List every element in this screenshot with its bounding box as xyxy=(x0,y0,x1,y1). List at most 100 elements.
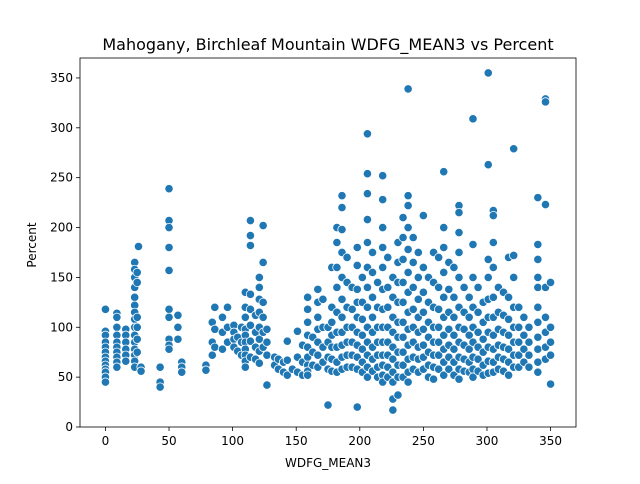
data-point xyxy=(245,320,256,330)
data-point xyxy=(488,262,498,273)
data-point xyxy=(327,317,337,327)
data-point xyxy=(357,330,367,340)
data-point xyxy=(449,292,459,302)
data-point xyxy=(514,337,524,347)
data-point xyxy=(418,324,428,334)
data-point xyxy=(362,302,373,312)
data-point xyxy=(245,336,256,346)
data-point xyxy=(337,191,347,201)
data-point xyxy=(473,354,483,364)
data-point xyxy=(403,244,413,255)
data-point xyxy=(464,344,474,354)
data-point xyxy=(519,330,529,340)
data-point xyxy=(434,304,444,314)
data-point xyxy=(173,322,183,332)
data-point xyxy=(533,254,543,265)
data-point xyxy=(468,272,478,283)
data-point xyxy=(524,337,534,347)
data-point xyxy=(342,252,352,263)
data-point xyxy=(303,317,313,327)
data-point xyxy=(112,322,122,332)
data-point xyxy=(418,210,428,221)
data-point xyxy=(418,340,428,350)
data-point xyxy=(483,68,493,78)
data-point xyxy=(210,342,220,352)
data-point xyxy=(459,282,469,292)
data-point xyxy=(454,227,464,238)
data-point xyxy=(533,367,543,377)
data-point xyxy=(133,241,144,252)
data-point xyxy=(473,327,483,337)
data-point xyxy=(533,344,543,354)
data-point xyxy=(533,282,543,292)
data-point xyxy=(362,282,373,292)
y-tick-label: 100 xyxy=(50,320,73,334)
data-point xyxy=(439,370,449,380)
data-point xyxy=(439,167,449,177)
data-point xyxy=(177,367,187,377)
data-point xyxy=(540,97,551,107)
data-point xyxy=(245,215,256,226)
data-point xyxy=(418,287,428,297)
data-point xyxy=(352,260,362,271)
data-point xyxy=(444,364,454,374)
axes-layer: 0 50 100 150 200 250 300 350 0 50 100 150 200 250 300 3… xyxy=(50,57,577,448)
data-point xyxy=(164,344,174,354)
data-point xyxy=(388,354,398,364)
data-point xyxy=(540,312,551,322)
points-layer xyxy=(100,68,556,415)
data-point xyxy=(262,380,272,390)
data-point xyxy=(468,372,478,382)
data-point xyxy=(337,202,347,213)
data-point xyxy=(488,210,498,221)
data-point xyxy=(545,350,556,360)
data-point xyxy=(282,370,292,380)
data-point xyxy=(100,377,111,387)
data-point xyxy=(524,362,534,372)
data-point xyxy=(112,362,122,372)
data-point xyxy=(449,344,459,354)
data-point xyxy=(132,312,142,322)
data-point xyxy=(545,277,556,287)
data-point xyxy=(332,237,342,248)
data-point xyxy=(303,292,313,302)
data-point xyxy=(258,257,268,268)
data-point xyxy=(254,272,264,283)
data-point xyxy=(449,312,459,322)
data-point xyxy=(357,344,367,354)
data-point xyxy=(130,292,140,302)
data-point xyxy=(121,356,131,366)
data-point xyxy=(483,160,493,170)
data-point xyxy=(383,302,393,312)
data-point xyxy=(403,222,413,233)
data-point xyxy=(245,289,256,299)
data-point xyxy=(282,355,292,365)
data-point xyxy=(434,252,444,263)
data-point xyxy=(367,312,378,322)
data-point xyxy=(136,366,146,376)
x-tick-label: 100 xyxy=(221,434,244,448)
data-point xyxy=(245,230,256,241)
data-point xyxy=(503,314,514,324)
data-point xyxy=(352,284,362,294)
y-tick-label: 250 xyxy=(50,171,73,185)
data-point xyxy=(352,242,362,253)
data-point xyxy=(439,330,449,340)
data-point xyxy=(132,334,142,344)
data-point xyxy=(408,304,418,314)
data-point xyxy=(254,358,264,368)
data-point xyxy=(367,292,378,302)
data-point xyxy=(362,129,373,139)
data-point xyxy=(388,405,398,415)
data-point xyxy=(367,267,378,278)
x-tick-label: 0 xyxy=(102,434,110,448)
data-point xyxy=(258,220,268,231)
x-axis-label: WDFG_MEAN3 xyxy=(285,456,371,470)
data-point xyxy=(207,350,217,360)
data-point xyxy=(313,284,323,294)
data-point xyxy=(514,350,524,360)
data-point xyxy=(403,201,413,211)
data-point xyxy=(454,247,464,258)
data-point xyxy=(357,272,367,283)
